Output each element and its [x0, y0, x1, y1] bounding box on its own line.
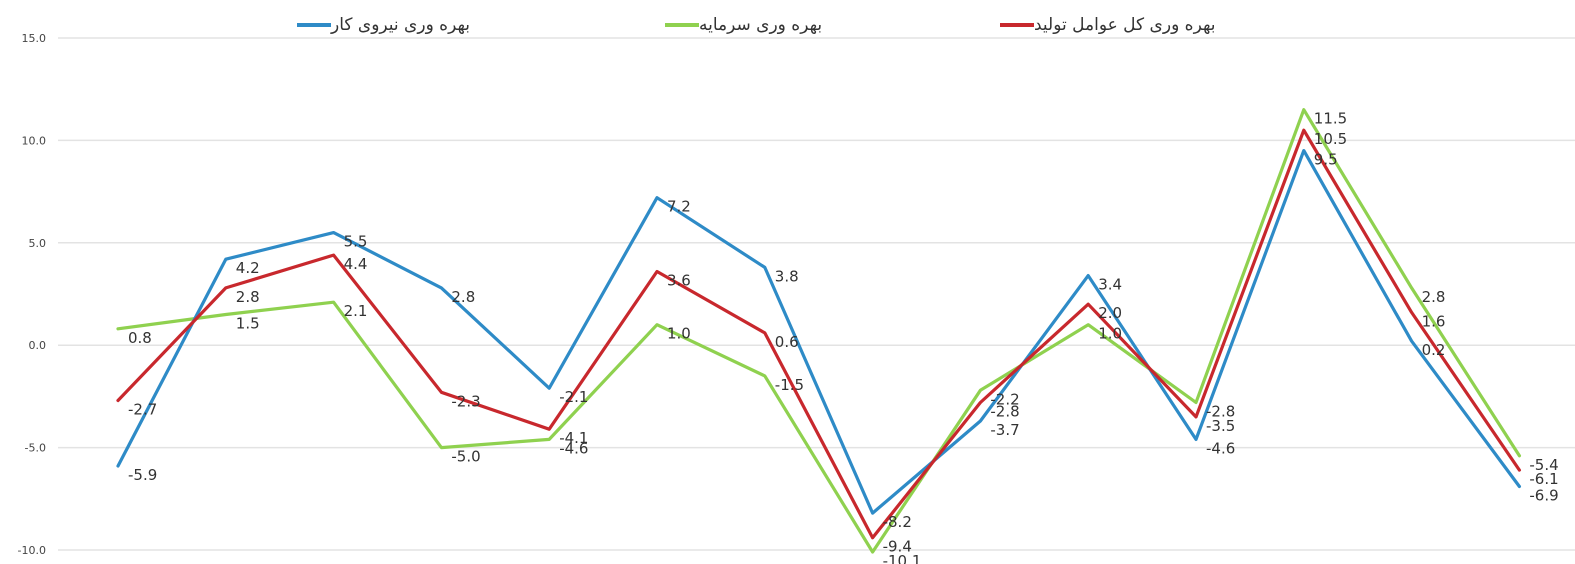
series-line-1 — [116, 108, 1522, 554]
legend-item-tfp: بهره وری کل عوامل تولید — [1000, 10, 1216, 40]
data-label: -5.9 — [128, 466, 157, 484]
data-label: 9.5 — [1314, 151, 1338, 169]
data-label: -2.2 — [990, 390, 1019, 408]
data-label: -4.1 — [559, 429, 588, 447]
data-label: 4.4 — [344, 255, 368, 273]
legend-label-labor: بهره وری نیروی کار — [331, 15, 471, 35]
y-tick-label: 0.0 — [29, 339, 47, 352]
data-label: -4.6 — [559, 439, 588, 457]
data-label: 5.5 — [344, 233, 368, 251]
data-label: 2.8 — [236, 288, 260, 306]
data-label: 2.8 — [1422, 288, 1446, 306]
y-tick-label: 10.0 — [22, 134, 47, 147]
data-label: -9.4 — [883, 538, 912, 556]
series-lines — [116, 108, 1522, 554]
data-labels: -5.9 4.2 5.5 2.8 -2.1 7.2 3.8 -8.2 -3.7 3.4 -4.6 9.… — [128, 110, 1559, 564]
data-label: 0.8 — [128, 329, 152, 347]
data-label: -4.6 — [1206, 439, 1235, 457]
y-tick-label: 15.0 — [22, 32, 47, 45]
data-label: 0.2 — [1422, 341, 1446, 359]
data-label: -10.1 — [883, 552, 922, 564]
data-label: 1.0 — [667, 325, 691, 343]
data-label: -3.7 — [990, 421, 1019, 439]
data-label: 1.5 — [236, 315, 260, 333]
data-label: 10.5 — [1314, 130, 1347, 148]
data-label: -6.1 — [1529, 470, 1558, 488]
data-label: 0.6 — [775, 333, 799, 351]
data-label: 3.6 — [667, 272, 691, 290]
legend-swatch-labor — [297, 23, 331, 27]
legend-label-tfp: بهره وری کل عوامل تولید — [1034, 15, 1216, 35]
series-line-0 — [116, 149, 1522, 515]
data-label: -1.5 — [775, 376, 804, 394]
data-label: 3.4 — [1098, 276, 1122, 294]
legend-label-capital: بهره وری سرمایه — [699, 15, 823, 35]
data-label: 2.0 — [1098, 304, 1122, 322]
data-label: 2.8 — [451, 288, 475, 306]
legend-item-labor: بهره وری نیروی کار — [297, 10, 470, 40]
y-tick-label: 5.0 — [29, 237, 47, 250]
y-tick-label: -5.0 — [25, 442, 46, 455]
data-label: -2.7 — [128, 401, 157, 419]
data-label: -8.2 — [883, 513, 912, 531]
series-line-2 — [116, 128, 1522, 540]
data-label: -6.9 — [1529, 487, 1558, 505]
data-label: 4.2 — [236, 259, 260, 277]
legend-swatch-capital — [665, 23, 699, 27]
data-label: -3.5 — [1206, 417, 1235, 435]
data-label: -2.8 — [1206, 403, 1235, 421]
y-tick-label: -10.0 — [18, 544, 46, 557]
data-label: 7.2 — [667, 198, 691, 216]
data-label: 2.1 — [344, 302, 368, 320]
legend-item-capital: بهره وری سرمایه — [665, 10, 822, 40]
y-axis: 15.0 10.0 5.0 0.0 -5.0 -10.0 — [18, 32, 46, 557]
data-label: 1.6 — [1422, 312, 1446, 330]
data-label: -2.1 — [559, 388, 588, 406]
data-label: 1.0 — [1098, 325, 1122, 343]
data-label: 11.5 — [1314, 110, 1347, 128]
data-label: 3.8 — [775, 267, 799, 285]
data-label: -5.4 — [1529, 456, 1558, 474]
data-label: -2.8 — [990, 403, 1019, 421]
data-label: -2.3 — [451, 392, 480, 410]
gridlines — [58, 37, 1575, 551]
data-label: -5.0 — [451, 448, 480, 466]
legend-swatch-tfp — [1000, 23, 1034, 27]
